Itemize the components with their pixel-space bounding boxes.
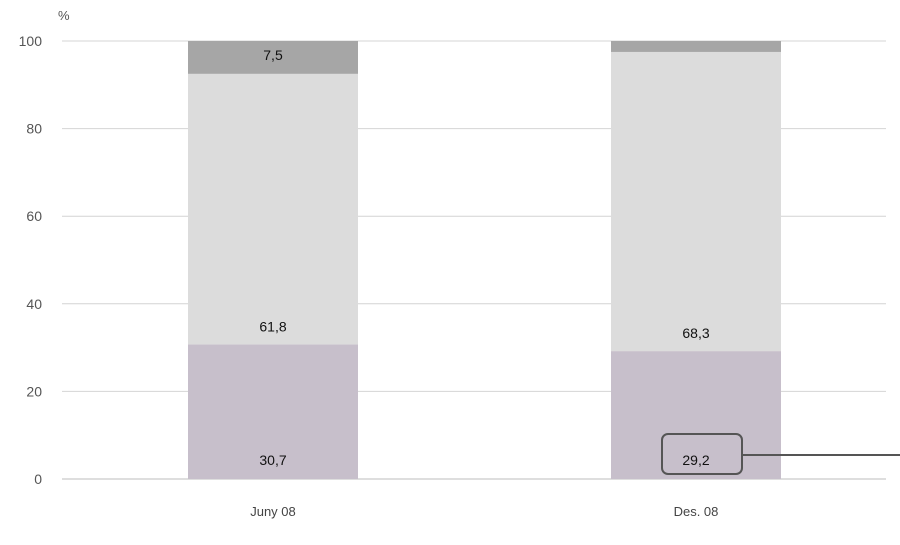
x-category-label: Des. 08: [674, 504, 719, 519]
y-tick-label: 100: [19, 33, 43, 49]
data-label: 29,2: [682, 452, 709, 468]
data-label: 30,7: [259, 452, 286, 468]
y-axis-unit: %: [58, 8, 70, 23]
bar-segment: [611, 351, 781, 479]
bar-segment: [188, 344, 358, 479]
callout: [661, 433, 900, 475]
y-tick-label: 20: [26, 383, 42, 399]
y-tick-label: 40: [26, 296, 42, 312]
data-label: 7,5: [263, 47, 283, 63]
y-tick-label: 80: [26, 121, 42, 137]
bar-segment: [611, 51, 781, 352]
y-tick-label: 60: [26, 208, 42, 224]
data-labels: 30,7 61,8 7,5 29,2 68,3: [259, 47, 709, 468]
x-axis-categories: Juny 08 Des. 08: [250, 504, 718, 519]
x-category-label: Juny 08: [250, 504, 296, 519]
bar-segment: [188, 73, 358, 345]
bar-segment: [188, 41, 358, 74]
data-label: 68,3: [682, 325, 709, 341]
bar-segment: [611, 41, 781, 52]
bars: [188, 41, 781, 479]
data-label: 61,8: [259, 319, 286, 335]
y-tick-label: 0: [34, 471, 42, 487]
y-axis-ticks: 0 20 40 60 80 100: [19, 33, 43, 487]
